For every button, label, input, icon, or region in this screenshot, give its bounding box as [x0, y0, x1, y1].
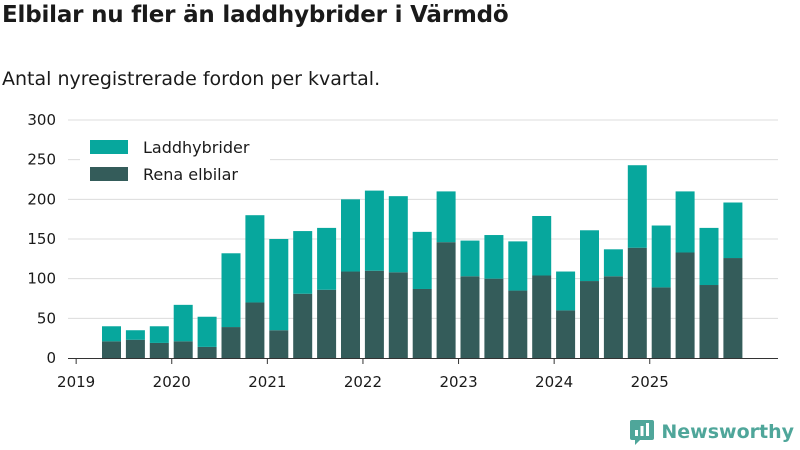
bar-laddhybrider — [675, 191, 695, 253]
bar-laddhybrider — [341, 199, 360, 272]
bar-laddhybrider — [556, 271, 576, 311]
newsworthy-logo: Newsworthy — [629, 418, 794, 446]
bar-rena-elbilar — [197, 346, 217, 358]
bars — [102, 165, 743, 358]
bar-laddhybrider — [317, 227, 337, 290]
bar-rena-elbilar — [556, 310, 576, 358]
bar-rena-elbilar — [125, 339, 145, 358]
bar-rena-elbilar — [699, 285, 719, 358]
x-axis: 2019 2020 2021 2022 2023 2024 2025 — [57, 358, 778, 391]
bar-laddhybrider — [580, 230, 599, 282]
legend-label-laddhybrider: Laddhybrider — [143, 138, 250, 157]
bar-rena-elbilar — [341, 271, 360, 358]
bar-rena-elbilar — [388, 272, 408, 358]
bar-laddhybrider — [197, 316, 217, 347]
y-tick-label: 0 — [46, 349, 56, 367]
bar-laddhybrider — [245, 215, 265, 303]
bar-laddhybrider — [484, 235, 504, 279]
bar-rena-elbilar — [269, 330, 289, 358]
x-tick-label: 2022 — [344, 373, 382, 391]
bar-laddhybrider — [412, 231, 432, 289]
bar-laddhybrider — [293, 231, 313, 294]
bar-rena-elbilar — [651, 287, 671, 358]
bar-laddhybrider — [436, 191, 456, 243]
bar-rena-elbilar — [675, 252, 695, 358]
bar-rena-elbilar — [149, 342, 169, 358]
bar-laddhybrider — [723, 202, 743, 259]
bar-laddhybrider — [651, 225, 671, 288]
bar-rena-elbilar — [245, 302, 265, 358]
bar-laddhybrider — [173, 304, 193, 342]
x-tick-label: 2020 — [153, 373, 191, 391]
legend-swatch-rena-elbilar — [90, 167, 128, 181]
bar-laddhybrider — [149, 326, 169, 343]
y-tick-label: 100 — [27, 270, 56, 288]
bar-laddhybrider — [125, 330, 145, 340]
bar-laddhybrider — [102, 326, 121, 342]
bar-rena-elbilar — [460, 276, 480, 358]
y-tick-label: 150 — [27, 230, 56, 248]
bar-laddhybrider — [699, 227, 719, 286]
legend-label-rena-elbilar: Rena elbilar — [143, 165, 238, 184]
x-tick-label: 2023 — [439, 373, 477, 391]
legend-swatch-laddhybrider — [90, 140, 128, 154]
bar-rena-elbilar — [627, 247, 647, 358]
x-tick-label: 2024 — [535, 373, 573, 391]
bar-rena-elbilar — [412, 288, 432, 358]
bar-rena-elbilar — [173, 341, 193, 358]
bar-rena-elbilar — [723, 258, 743, 358]
y-tick-label: 200 — [27, 190, 56, 208]
bar-rena-elbilar — [532, 275, 552, 358]
bar-laddhybrider — [269, 239, 289, 331]
bar-rena-elbilar — [436, 242, 456, 358]
x-tick-label: 2025 — [631, 373, 669, 391]
bar-rena-elbilar — [102, 341, 121, 358]
bar-rena-elbilar — [603, 276, 623, 358]
bar-laddhybrider — [532, 215, 552, 276]
y-tick-label: 50 — [37, 309, 56, 327]
y-tick-label: 300 — [27, 111, 56, 129]
newsworthy-logo-icon — [630, 420, 655, 445]
bar-rena-elbilar — [580, 281, 599, 358]
bar-rena-elbilar — [484, 278, 504, 358]
bar-rena-elbilar — [317, 289, 337, 358]
bar-laddhybrider — [388, 196, 408, 273]
x-tick-label: 2021 — [248, 373, 286, 391]
bar-laddhybrider — [460, 240, 480, 277]
bar-rena-elbilar — [364, 270, 384, 358]
brand-name: Newsworthy — [661, 421, 794, 443]
bar-laddhybrider — [603, 249, 623, 277]
bar-rena-elbilar — [293, 293, 313, 358]
bar-laddhybrider — [627, 165, 647, 248]
y-tick-label: 250 — [27, 151, 56, 169]
bar-rena-elbilar — [508, 290, 528, 358]
x-tick-label: 2019 — [57, 373, 95, 391]
y-axis-ticks: 0 50 100 150 200 250 300 — [27, 111, 56, 367]
bar-rena-elbilar — [221, 327, 241, 358]
legend: Laddhybrider Rena elbilar — [80, 132, 270, 192]
chart-subtitle: Antal nyregistrerade fordon per kvartal. — [2, 68, 381, 90]
bar-laddhybrider — [508, 241, 528, 291]
bar-laddhybrider — [221, 253, 241, 328]
chart-title: Elbilar nu fler än laddhybrider i Värmdö — [2, 2, 509, 28]
bar-laddhybrider — [364, 190, 384, 271]
